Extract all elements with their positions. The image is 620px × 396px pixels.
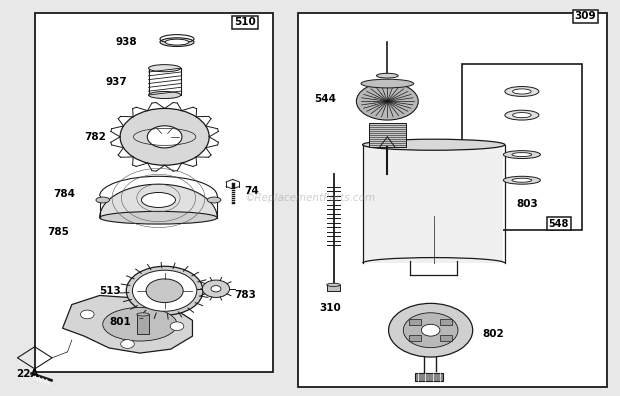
Ellipse shape xyxy=(505,110,539,120)
Text: 783: 783 xyxy=(234,290,257,300)
Ellipse shape xyxy=(513,89,531,94)
Polygon shape xyxy=(63,295,192,353)
Text: 802: 802 xyxy=(482,329,503,339)
Circle shape xyxy=(121,340,135,348)
Text: 801: 801 xyxy=(109,317,131,327)
Bar xyxy=(35,13,273,371)
Ellipse shape xyxy=(512,152,532,156)
Text: 785: 785 xyxy=(47,227,69,236)
Text: 937: 937 xyxy=(106,76,128,87)
Ellipse shape xyxy=(207,197,221,203)
Circle shape xyxy=(211,286,221,292)
Ellipse shape xyxy=(141,192,175,208)
Bar xyxy=(440,335,452,341)
Ellipse shape xyxy=(103,308,177,341)
Bar xyxy=(409,335,422,341)
Circle shape xyxy=(422,324,440,336)
Circle shape xyxy=(202,280,229,297)
Text: 513: 513 xyxy=(100,286,122,296)
Polygon shape xyxy=(100,184,217,218)
Bar xyxy=(461,64,582,230)
Ellipse shape xyxy=(100,211,217,224)
Circle shape xyxy=(403,313,458,348)
Text: ©ReplacementParts.com: ©ReplacementParts.com xyxy=(244,193,376,203)
Ellipse shape xyxy=(327,283,340,286)
Text: 310: 310 xyxy=(319,303,341,314)
Ellipse shape xyxy=(503,150,541,158)
Circle shape xyxy=(120,109,209,165)
Ellipse shape xyxy=(96,197,110,203)
Bar xyxy=(369,123,406,147)
Ellipse shape xyxy=(361,79,414,88)
Circle shape xyxy=(81,310,94,319)
Bar xyxy=(440,319,452,326)
Text: 784: 784 xyxy=(53,189,75,199)
Circle shape xyxy=(148,126,182,148)
Text: 22A: 22A xyxy=(16,369,38,379)
Ellipse shape xyxy=(166,39,188,45)
Circle shape xyxy=(170,322,184,331)
Circle shape xyxy=(146,279,183,303)
Text: 548: 548 xyxy=(549,219,569,228)
Ellipse shape xyxy=(149,65,180,72)
Ellipse shape xyxy=(505,86,539,96)
Ellipse shape xyxy=(137,313,149,316)
Ellipse shape xyxy=(376,73,398,78)
Text: 510: 510 xyxy=(234,17,256,27)
Text: 309: 309 xyxy=(575,11,596,21)
Circle shape xyxy=(133,270,197,311)
Bar xyxy=(298,13,607,387)
Text: 74: 74 xyxy=(244,185,259,196)
Ellipse shape xyxy=(503,176,541,184)
Ellipse shape xyxy=(513,112,531,118)
Circle shape xyxy=(126,266,203,315)
Ellipse shape xyxy=(160,38,194,46)
Text: 938: 938 xyxy=(115,37,137,47)
Ellipse shape xyxy=(363,139,505,150)
Bar xyxy=(327,285,340,291)
Bar xyxy=(137,314,149,334)
Ellipse shape xyxy=(512,178,532,182)
Text: 782: 782 xyxy=(84,132,106,142)
Bar xyxy=(365,145,503,263)
Circle shape xyxy=(389,303,472,357)
Ellipse shape xyxy=(149,91,180,99)
Text: 803: 803 xyxy=(516,199,538,209)
Text: 544: 544 xyxy=(314,94,337,105)
FancyBboxPatch shape xyxy=(415,373,443,381)
Bar xyxy=(409,319,422,326)
Ellipse shape xyxy=(356,83,419,120)
